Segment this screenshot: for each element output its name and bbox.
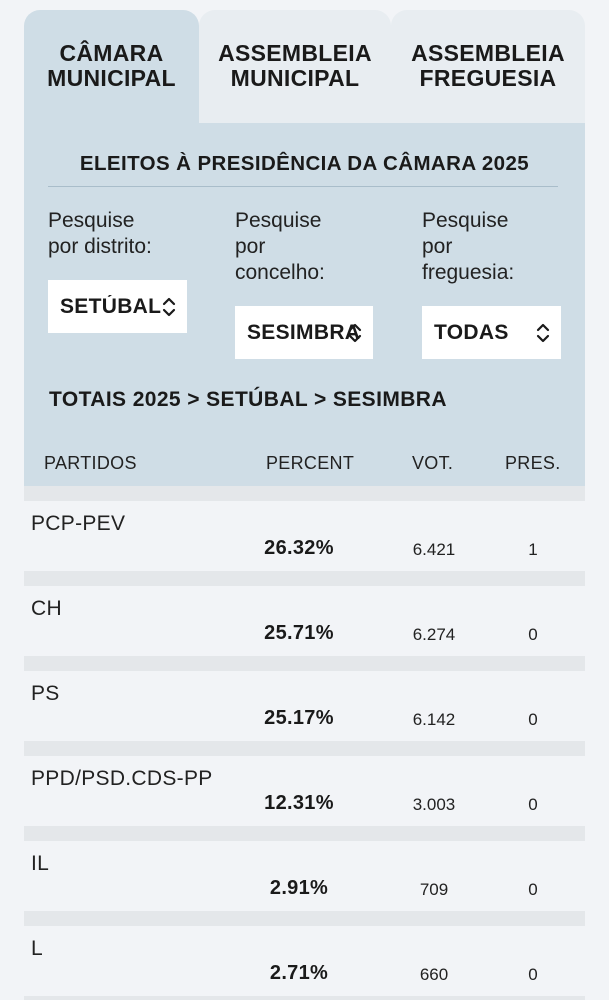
tab-assembleia-municipal[interactable]: ASSEMBLEIA MUNICIPAL [199,10,391,124]
table-row: PPD/PSD.CDS-PP 12.31% 3.003 0 [24,756,585,826]
row-divider [24,486,585,501]
tab-label: ASSEMBLEIA FREGUESIA [411,40,565,91]
table-row: IL 2.91% 709 0 [24,841,585,911]
chevron-up-down-icon [162,297,176,316]
party-name: L [31,937,43,960]
panel-title: ELEITOS À PRESIDÊNCIA DA CÂMARA 2025 [79,152,530,175]
party-pres: 0 [528,795,538,814]
divider [48,186,558,187]
table-row: L 2.71% 660 0 [24,926,585,996]
party-name: PS [31,682,60,705]
party-pres: 0 [528,965,538,984]
party-name: IL [31,852,50,875]
municipality-filter-label: Pesquise por concelho: [235,209,325,284]
party-percent: 2.71% [269,962,329,984]
parish-filter: Pesquise por freguesia: [422,208,582,286]
party-votes: 6.421 [412,540,456,559]
municipality-select[interactable]: SESIMBRA [235,306,373,359]
header-percent: PERCENT [266,453,355,473]
party-pres: 0 [528,625,538,644]
results-widget: CÂMARA MUNICIPAL ASSEMBLEIA MUNICIPAL AS… [24,10,585,1000]
row-divider [24,571,585,586]
party-percent: 25.71% [264,622,334,644]
header-pres: PRES. [505,453,561,473]
chevron-up-down-icon [536,323,550,342]
municipality-filter: Pesquise por concelho: [235,208,410,286]
party-name: PCP-PEV [31,512,126,535]
tab-bar: CÂMARA MUNICIPAL ASSEMBLEIA MUNICIPAL AS… [24,10,585,126]
parish-filter-label: Pesquise por freguesia: [422,209,515,284]
party-votes: 6.142 [412,710,456,729]
table-row: PCP-PEV 26.32% 6.421 1 [24,501,585,571]
tab-assembleia-freguesia[interactable]: ASSEMBLEIA FREGUESIA [391,10,585,124]
filter-panel: ELEITOS À PRESIDÊNCIA DA CÂMARA 2025 Pes… [24,123,585,486]
district-filter: Pesquise por distrito: [48,208,223,260]
parish-select-value: TODAS [434,320,509,344]
party-percent: 12.31% [264,792,334,814]
district-select[interactable]: SETÚBAL [48,280,187,333]
header-party: PARTIDOS [44,453,137,473]
municipality-select-value: SESIMBRA [247,320,361,344]
row-divider [24,826,585,841]
tab-camara-municipal[interactable]: CÂMARA MUNICIPAL [24,10,199,126]
party-votes: 6.274 [412,625,456,644]
party-percent: 2.91% [269,877,329,899]
district-select-value: SETÚBAL [60,294,162,318]
district-filter-label: Pesquise por distrito: [48,209,152,258]
results-table: PCP-PEV 26.32% 6.421 1 CH 25.71% 6.274 0… [24,486,585,1000]
party-votes: 3.003 [412,795,456,814]
party-percent: 25.17% [264,707,334,729]
party-pres: 0 [528,880,538,899]
party-percent: 26.32% [264,537,334,559]
table-row: CH 25.71% 6.274 0 [24,586,585,656]
row-divider [24,741,585,756]
table-row: PS 25.17% 6.142 0 [24,671,585,741]
parish-select[interactable]: TODAS [422,306,561,359]
header-votes: VOT. [412,453,454,473]
party-votes: 660 [419,965,449,984]
party-name: CH [31,597,62,620]
chevron-up-down-icon [348,323,362,342]
breadcrumb: TOTAIS 2025 > SETÚBAL > SESIMBRA [49,388,447,411]
row-divider [24,996,585,1000]
party-pres: 0 [528,710,538,729]
row-divider [24,911,585,926]
party-pres: 1 [528,540,538,559]
tab-label: ASSEMBLEIA MUNICIPAL [218,40,372,91]
tab-label: CÂMARA MUNICIPAL [47,40,176,91]
row-divider [24,656,585,671]
party-name: PPD/PSD.CDS-PP [31,767,213,790]
party-votes: 709 [419,880,449,899]
